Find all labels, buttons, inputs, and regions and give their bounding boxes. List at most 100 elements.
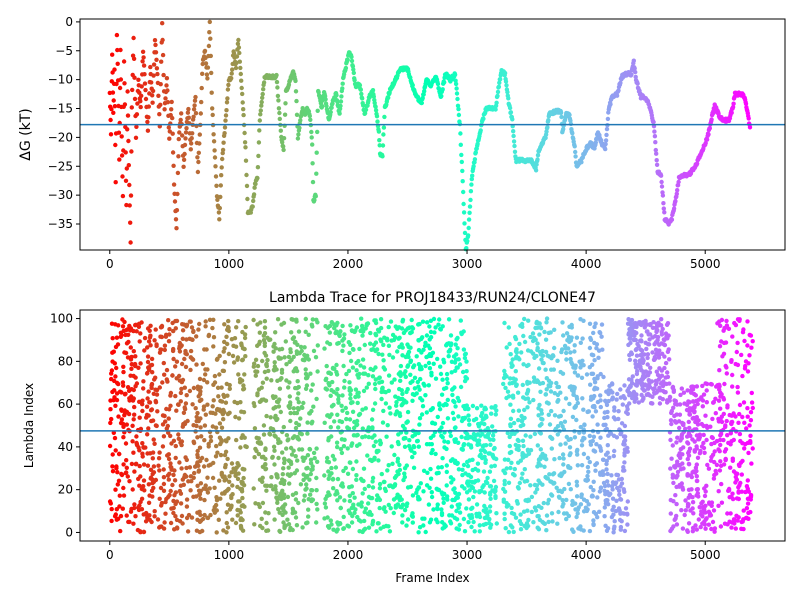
lambda-point	[417, 525, 423, 530]
lambda-point	[442, 525, 447, 530]
lambda-point	[107, 443, 113, 449]
delta-g-point	[236, 37, 241, 43]
delta-g-point	[174, 208, 180, 213]
lambda-point	[288, 400, 293, 405]
lambda-point	[506, 394, 512, 399]
lambda-point	[141, 386, 146, 391]
lambda-point	[591, 488, 596, 493]
lambda-point	[457, 522, 462, 528]
lambda-point	[501, 381, 506, 387]
lambda-point	[361, 329, 366, 334]
lambda-point	[558, 442, 563, 447]
lambda-point	[713, 468, 718, 474]
lambda-point	[525, 448, 531, 454]
lambda-point	[296, 329, 302, 334]
lambda-point	[442, 445, 447, 450]
lambda-point	[377, 497, 383, 503]
lambda-point	[409, 317, 414, 323]
delta-g-point	[154, 66, 160, 71]
delta-g-point	[315, 108, 320, 114]
lambda-point	[181, 410, 187, 415]
lambda-point	[272, 462, 277, 467]
lambda-point	[674, 412, 679, 417]
lambda-point	[743, 489, 748, 495]
lambda-point	[327, 492, 332, 498]
delta-g-point	[256, 153, 261, 159]
lambda-point	[397, 498, 403, 503]
delta-g-point	[113, 180, 118, 185]
lambda-point	[360, 407, 365, 412]
delta-g-point	[709, 117, 714, 122]
lambda-point	[403, 328, 408, 333]
lambda-point	[172, 493, 177, 498]
delta-g-point	[459, 152, 464, 158]
lambda-point	[124, 465, 129, 470]
lambda-point	[113, 374, 118, 379]
lambda-point	[382, 479, 387, 485]
lambda-point	[199, 434, 204, 439]
lambda-point	[671, 499, 676, 504]
lambda-point	[262, 319, 268, 324]
delta-g-x-ticks: 0 1000 2000 3000 4000 5000	[106, 250, 720, 271]
delta-g-point	[244, 172, 249, 178]
lambda-point	[527, 400, 532, 405]
lambda-point	[535, 443, 540, 448]
lambda-point	[481, 448, 487, 453]
lambda-point	[544, 316, 550, 321]
lambda-point	[536, 366, 542, 371]
lambda-point	[109, 506, 114, 512]
delta-g-point	[239, 85, 244, 91]
delta-g-point	[191, 107, 197, 112]
delta-g-y-ticks: 0−5−10−15−20−25−30−35	[48, 15, 80, 231]
delta-g-point	[208, 53, 213, 59]
lambda-point	[273, 413, 278, 419]
delta-g-point	[294, 112, 300, 118]
lambda-point	[412, 386, 418, 391]
lambda-point	[219, 425, 225, 430]
lambda-point	[157, 385, 162, 390]
lambda-point	[132, 469, 137, 474]
lambda-point	[372, 401, 378, 406]
delta-g-point	[252, 185, 257, 190]
lambda-point	[519, 476, 524, 481]
lambda-point	[282, 355, 287, 360]
delta-g-point	[185, 110, 191, 115]
lambda-point	[502, 478, 507, 484]
lambda-point	[688, 473, 694, 478]
lambda-point	[131, 328, 136, 334]
lambda-point	[120, 506, 126, 511]
lambda-point	[639, 348, 645, 353]
delta-g-point	[126, 138, 131, 144]
lambda-point	[591, 518, 596, 523]
delta-g-point	[195, 169, 201, 175]
lambda-point	[348, 392, 353, 397]
lambda-point	[253, 357, 259, 362]
lambda-point	[332, 457, 337, 462]
lambda-point	[603, 422, 608, 427]
delta-g-point	[673, 198, 678, 204]
lambda-point	[173, 364, 178, 369]
lambda-point	[557, 473, 562, 478]
lambda-point	[593, 462, 598, 468]
lambda-point	[516, 447, 521, 453]
lambda-point	[354, 368, 359, 373]
lambda-point	[686, 487, 692, 492]
delta-g-point	[171, 163, 176, 168]
delta-g-point	[108, 132, 114, 137]
lambda-point	[487, 469, 493, 474]
lambda-point	[396, 441, 401, 447]
lambda-point	[171, 328, 176, 334]
lambda-point	[327, 323, 333, 329]
lambda-point	[197, 321, 202, 327]
lambda-point	[198, 458, 203, 464]
lambda-point	[308, 471, 313, 477]
lambda-point	[136, 476, 141, 482]
lambda-point	[378, 526, 383, 531]
lambda-point	[273, 394, 278, 399]
lambda-point	[484, 506, 489, 512]
delta-g-point	[169, 99, 174, 105]
lambda-point	[595, 495, 600, 500]
lambda-point	[750, 446, 755, 451]
lambda-point	[191, 329, 196, 335]
lambda-point	[478, 452, 483, 457]
